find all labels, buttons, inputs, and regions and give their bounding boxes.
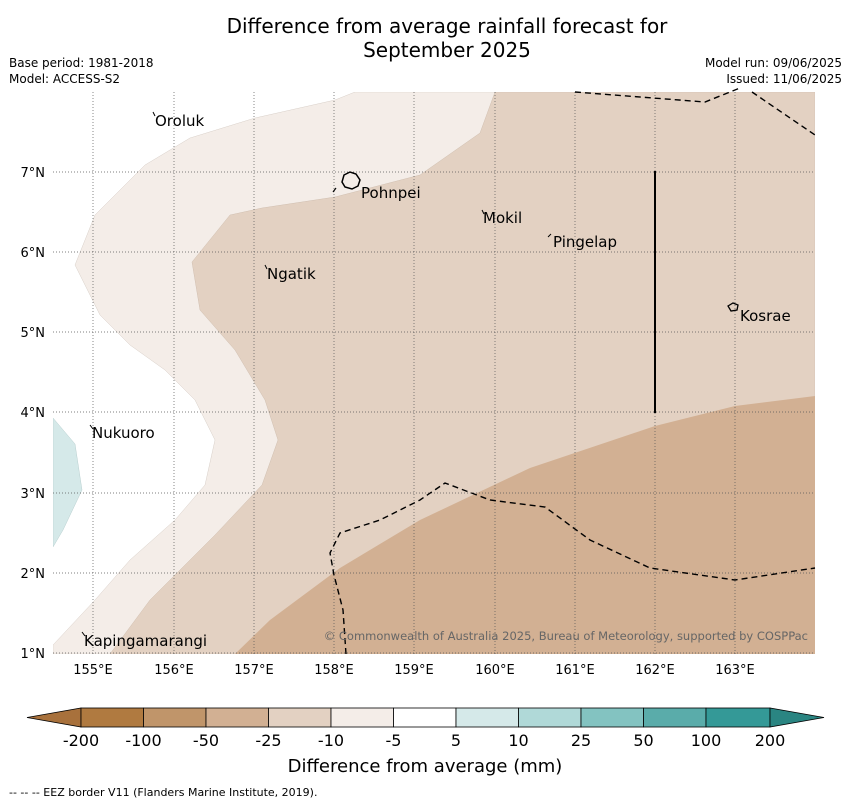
colorbar-extend-low [26, 707, 82, 728]
lon-tick-158: 158°E [314, 663, 354, 678]
kosrae-island-outline [727, 302, 739, 312]
title-line-2: September 2025 [363, 38, 531, 62]
model-name: Model: ACCESS-S2 [9, 72, 121, 86]
map-title: Difference from average rainfall forecas… [0, 14, 850, 62]
colorbar-swatch [330, 707, 394, 728]
colorbar-swatch [143, 707, 207, 728]
colorbar-tick-label: 50 [633, 731, 653, 750]
oroluk-atoll-mark [152, 111, 156, 117]
colorbar-tick-label: 5 [451, 731, 461, 750]
lat-tick-1n: 1°N [21, 647, 46, 662]
colorbar-tick-label: -200 [63, 731, 99, 750]
contour-band-plus5 [53, 417, 83, 548]
colorbar-swatch [80, 707, 144, 728]
nukuoro-atoll-mark [89, 424, 94, 430]
colorbar-tick-label: 200 [755, 731, 786, 750]
lat-tick-5n: 5°N [21, 326, 46, 341]
colorbar [26, 707, 825, 728]
lat-tick-2n: 2°N [21, 567, 46, 582]
meta-right: Model run: 09/06/2025 Issued: 11/06/2025 [705, 55, 842, 87]
eez-border-south [329, 482, 816, 655]
colorbar-swatch [393, 707, 457, 728]
colorbar-tick-label: -25 [255, 731, 281, 750]
colorbar-swatch [268, 707, 332, 728]
label-nukuoro: Nukuoro [92, 424, 155, 442]
eez-legend-note: -- -- -- EEZ border V11 (Flanders Marine… [9, 786, 318, 799]
eez-borders [329, 87, 816, 655]
lon-tick-160: 160°E [475, 663, 515, 678]
rainfall-contours [53, 92, 815, 654]
label-pohnpei: Pohnpei [361, 184, 421, 202]
eez-border-north [574, 87, 816, 136]
lon-tick-162: 162°E [635, 663, 675, 678]
colorbar-tick-label: 100 [691, 731, 722, 750]
colorbar-swatch [455, 707, 519, 728]
colorbar-tick-label: -5 [386, 731, 402, 750]
pohnpei-island-outline [341, 171, 361, 190]
lat-tick-3n: 3°N [21, 487, 46, 502]
lat-tick-4n: 4°N [21, 406, 46, 421]
lon-tick-156: 156°E [154, 663, 194, 678]
model-run: Model run: 09/06/2025 [704, 56, 842, 70]
colorbar-swatch [580, 707, 644, 728]
ngatik-atoll-mark [264, 264, 268, 270]
lat-tick-7n: 7°N [21, 166, 46, 181]
title-line-1: Difference from average rainfall forecas… [226, 14, 668, 38]
meta-left: Base period: 1981-2018 Model: ACCESS-S2 [9, 55, 154, 87]
colorbar-swatch [205, 707, 269, 728]
colorbar-tick-label: -50 [193, 731, 219, 750]
label-ngatik: Ngatik [267, 265, 316, 283]
colorbar-tick-label: -10 [318, 731, 344, 750]
kapingamarangi-atoll-mark [81, 631, 86, 637]
label-pingelap: Pingelap [553, 233, 617, 251]
label-kosrae: Kosrae [740, 307, 791, 325]
pohnpei-islet [332, 187, 337, 193]
label-oroluk: Oroluk [155, 112, 204, 130]
colorbar-swatch [705, 707, 771, 728]
lat-tick-6n: 6°N [21, 246, 46, 261]
issued-date: Issued: 11/06/2025 [726, 72, 842, 86]
colorbar-swatch [518, 707, 582, 728]
lon-tick-159: 159°E [394, 663, 434, 678]
colorbar-tick-label: -100 [125, 731, 161, 750]
colorbar-label: Difference from average (mm) [288, 756, 563, 777]
base-period: Base period: 1981-2018 [9, 56, 154, 70]
label-kapingamarangi: Kapingamarangi [84, 632, 207, 650]
colorbar-tick-label: 25 [571, 731, 591, 750]
lon-tick-161: 161°E [555, 663, 595, 678]
lon-tick-163: 163°E [715, 663, 755, 678]
label-mokil: Mokil [483, 209, 522, 227]
colorbar-tick-label: 10 [508, 731, 528, 750]
copyright-notice: © Commonwealth of Australia 2025, Bureau… [324, 629, 808, 643]
gridlines [53, 92, 815, 654]
contour-band-minus50 [235, 396, 815, 654]
pingelap-atoll-mark [547, 233, 552, 238]
colorbar-extend-high [769, 707, 825, 728]
colorbar-swatch [643, 707, 707, 728]
mokil-atoll-mark [481, 209, 485, 215]
lon-tick-155: 155°E [73, 663, 113, 678]
lon-tick-157: 157°E [234, 663, 274, 678]
